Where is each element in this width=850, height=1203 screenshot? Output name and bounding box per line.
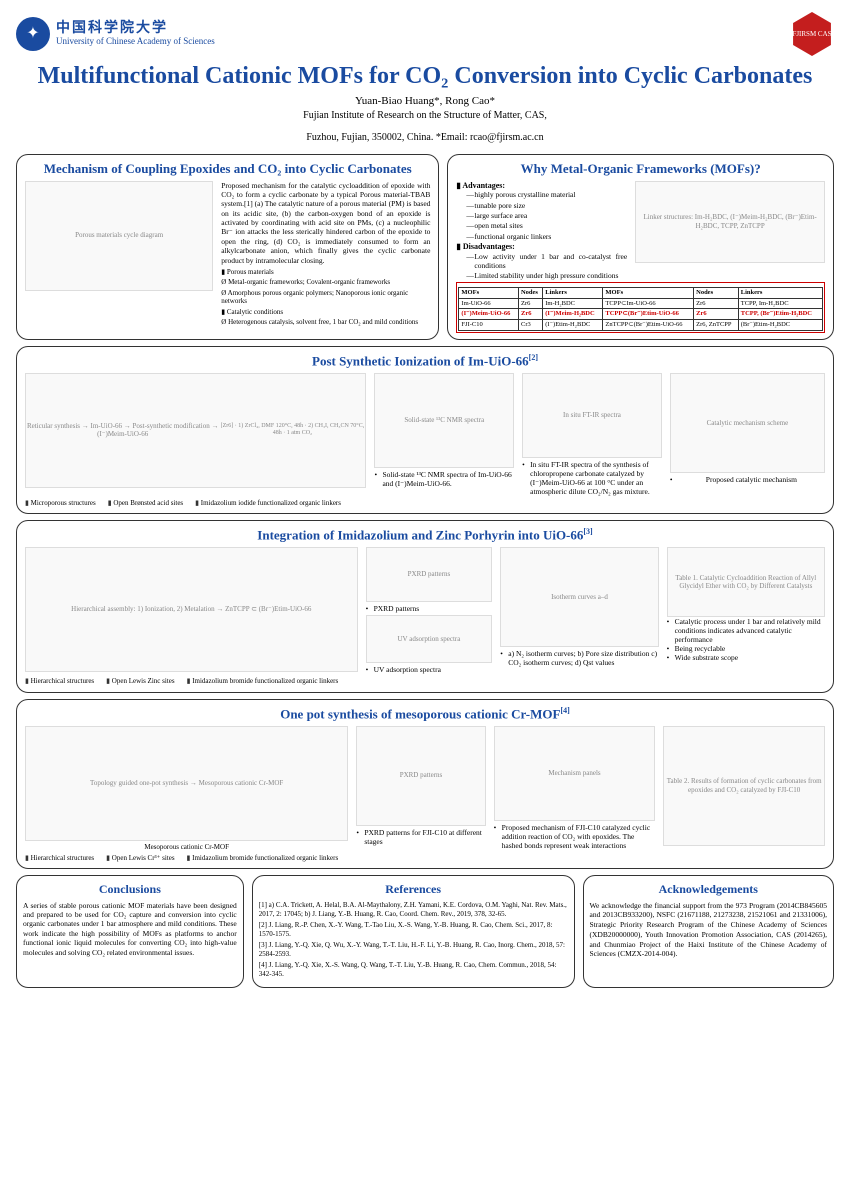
- authors: Yuan-Biao Huang*, Rong Cao*: [16, 95, 834, 108]
- nmr-spectra-figure: Solid-state ¹³C NMR spectra: [374, 373, 514, 468]
- row-1: Mechanism of Coupling Epoxides and CO₂ i…: [16, 154, 834, 346]
- one-pot-footnotes: Hierarchical structures Open Lewis Cr³⁺ …: [25, 854, 825, 862]
- section-why-mofs: Why Metal-Organic Frameworks (MOFs)? ▮ A…: [447, 154, 834, 340]
- int-bullet: Catalytic process under 1 bar and relati…: [667, 617, 825, 644]
- fjirsm-logo-icon: FJIRSM CAS: [790, 12, 834, 56]
- catalysis-table-figure: Table 1. Catalytic Cycloaddition Reactio…: [667, 547, 825, 617]
- table-row: Im-UiO-66Zr6Im-H₂BDCTCPP⊂Im-UiO-66Zr6TCP…: [459, 298, 823, 309]
- section-post-synthetic: Post Synthetic Ionization of Im-UiO-66[2…: [16, 346, 834, 514]
- catalytic-mechanism-figure: Catalytic mechanism scheme: [670, 373, 825, 473]
- int-bullet: Being recyclable: [667, 644, 825, 653]
- uv-spectra-figure: UV adsorption spectra: [366, 615, 493, 663]
- fji-mechanism-caption: Proposed mechanism of FJI-C10 catalyzed …: [494, 823, 656, 850]
- section-integration-title: Integration of Imidazolium and Zinc Porh…: [25, 527, 825, 543]
- footnote: Imidazolium iodide functionalized organi…: [195, 499, 341, 507]
- footnote: Open Lewis Cr³⁺ sites: [106, 854, 174, 862]
- adv-item: tunable pore size: [466, 201, 627, 210]
- affiliation-line2: Fuzhou, Fujian, 350002, China. *Email: r…: [16, 132, 834, 144]
- ref-item: [3] J. Liang, Y.-Q. Xie, Q. Wu, X.-Y. Wa…: [259, 941, 568, 959]
- acknowledgements-title: Acknowledgements: [590, 882, 828, 896]
- fji-mechanism-figure: Mechanism panels: [494, 726, 656, 821]
- section-one-pot: One pot synthesis of mesoporous cationic…: [16, 699, 834, 870]
- footnote: Imidazolium bromide functionalized organ…: [187, 677, 339, 685]
- fji-pxrd-caption: PXRD patterns for FJI-C10 at different s…: [356, 828, 485, 846]
- integration-scheme-figure: Hierarchical assembly: 1) Ionization, 2)…: [25, 547, 358, 672]
- mechanism-note-0: ▮ Porous materials: [221, 268, 430, 276]
- conclusions-text: A series of stable porous cationic MOF m…: [23, 901, 237, 957]
- section-integration: Integration of Imidazolium and Zinc Porh…: [16, 520, 834, 692]
- mof-table-header: MOFs Nodes Linkers MOFs Nodes Linkers: [459, 287, 823, 298]
- ref-item: [2] J. Liang, R.-P. Chen, X.-Y. Wang, T.…: [259, 921, 568, 939]
- footnote: Microporous structures: [25, 499, 96, 507]
- disadvantages-list: Low activity under 1 bar and co-catalyst…: [456, 252, 627, 281]
- fji-results-table-figure: Table 2. Results of formation of cyclic …: [663, 726, 825, 846]
- mechanism-note-2: Ø Amorphous porous organic polymers; Nan…: [221, 289, 430, 306]
- logo-left: ✦ 中国科学院大学 University of Chinese Academy …: [16, 17, 215, 51]
- section-acknowledgements: Acknowledgements We acknowledge the fina…: [583, 875, 835, 988]
- linker-structures-figure: Linker structures: Im-H₂BDC, (I⁻)Meim-H₂…: [635, 181, 825, 263]
- uv-caption: UV adsorption spectra: [366, 665, 493, 674]
- ucas-logo-icon: ✦: [16, 17, 50, 51]
- mechanism-cycle-figure: Porous materials cycle diagram: [25, 181, 213, 291]
- adv-item: functional organic linkers: [466, 232, 627, 241]
- isotherm-caption: a) N₂ isotherm curves; b) Pore size dist…: [500, 649, 658, 667]
- pxrd-caption: PXRD patterns: [366, 604, 493, 613]
- section-conclusions: Conclusions A series of stable porous ca…: [16, 875, 244, 988]
- section-why-title: Why Metal-Organic Frameworks (MOFs)?: [456, 161, 825, 177]
- section-references: References [1] a) C.A. Trickett, A. Hela…: [252, 875, 575, 988]
- dis-item: Low activity under 1 bar and co-catalyst…: [466, 252, 627, 271]
- acknowledgements-text: We acknowledge the financial support fro…: [590, 901, 828, 960]
- adv-item: highly porous crystalline material: [466, 190, 627, 199]
- footnote: Hierarchical structures: [25, 854, 94, 862]
- ftir-spectra-figure: In situ FT-IR spectra: [522, 373, 662, 458]
- conclusions-title: Conclusions: [23, 882, 237, 896]
- mechanism-note-4: Ø Heterogenous catalysis, solvent free, …: [221, 318, 430, 326]
- footnote: Imidazolium bromide functionalized organ…: [187, 854, 339, 862]
- ref-item: [4] J. Liang, Y.-Q. Xie, X.-S. Wang, Q. …: [259, 961, 568, 979]
- references-list: [1] a) C.A. Trickett, A. Helal, B.A. Al-…: [259, 901, 568, 980]
- dis-item: Limited stability under high pressure co…: [466, 271, 627, 280]
- section-mechanism: Mechanism of Coupling Epoxides and CO₂ i…: [16, 154, 439, 340]
- table-row: FJI-C10Cr3(I⁻)Etim-H₂BDCZnTCPP⊂(Br⁻)Etim…: [459, 320, 823, 331]
- nmr-caption: Solid-state ¹³C NMR spectra of Im-UiO-66…: [374, 470, 514, 488]
- references-title: References: [259, 882, 568, 896]
- int-footnotes: Hierarchical structures Open Lewis Zinc …: [25, 677, 825, 685]
- pxrd-figure: PXRD patterns: [366, 547, 493, 602]
- ucas-name: 中国科学院大学 University of Chinese Academy of…: [56, 21, 215, 46]
- advantages-list: highly porous crystalline material tunab…: [456, 190, 627, 241]
- post-footnotes: Microporous structures Open Brønsted aci…: [25, 499, 825, 507]
- mechanism-note-1: Ø Metal-organic frameworks; Covalent-org…: [221, 278, 430, 286]
- mechanism-caption: Proposed catalytic mechanism: [670, 475, 825, 484]
- header-row: ✦ 中国科学院大学 University of Chinese Academy …: [16, 12, 834, 56]
- one-pot-caption: Mesoporous cationic Cr-MOF: [25, 843, 348, 851]
- advantages-label: ▮ Advantages:: [456, 181, 627, 191]
- bottom-row: Conclusions A series of stable porous ca…: [16, 875, 834, 994]
- int-bullet: Wide substrate scope: [667, 653, 825, 662]
- fji-pxrd-figure: PXRD patterns: [356, 726, 485, 826]
- mechanism-text: Proposed mechanism for the catalytic cyc…: [221, 181, 430, 265]
- adv-item: large surface area: [466, 211, 627, 220]
- ref-item: [1] a) C.A. Trickett, A. Helal, B.A. Al-…: [259, 901, 568, 919]
- section-post-title: Post Synthetic Ionization of Im-UiO-66[2…: [25, 353, 825, 369]
- isotherm-curves-figure: Isotherm curves a–d: [500, 547, 658, 647]
- fjirsm-logo-text: FJIRSM CAS: [792, 30, 831, 38]
- table-row: (I⁻)Meim-UiO-66Zr6(I⁻)Meim-H₂BDCTCPP⊂(Br…: [459, 309, 823, 320]
- ucas-name-cn: 中国科学院大学: [56, 21, 215, 36]
- affiliation-line1: Fujian Institute of Research on the Stru…: [16, 110, 834, 122]
- section-one-pot-title: One pot synthesis of mesoporous cationic…: [25, 706, 825, 722]
- ftir-caption: In situ FT-IR spectra of the synthesis o…: [522, 460, 662, 496]
- adv-item: open metal sites: [466, 221, 627, 230]
- mechanism-note-3: ▮ Catalytic conditions: [221, 308, 430, 316]
- disadvantages-label: ▮ Disadvantages:: [456, 242, 627, 252]
- footnote: Open Brønsted acid sites: [108, 499, 183, 507]
- footnote: Hierarchical structures: [25, 677, 94, 685]
- section-mechanism-title: Mechanism of Coupling Epoxides and CO₂ i…: [25, 161, 430, 177]
- poster-title: Multifunctional Cationic MOFs for CO₂ Co…: [16, 62, 834, 91]
- one-pot-scheme-figure: Topology guided one-pot synthesis → Meso…: [25, 726, 348, 841]
- ucas-name-en: University of Chinese Academy of Science…: [56, 37, 215, 47]
- mof-table-wrap: MOFs Nodes Linkers MOFs Nodes Linkers Im…: [456, 282, 825, 333]
- post-synthesis-scheme-figure: Reticular synthesis → Im-UiO-66 → Post-s…: [25, 373, 366, 488]
- footnote: Open Lewis Zinc sites: [106, 677, 174, 685]
- mof-table: MOFs Nodes Linkers MOFs Nodes Linkers Im…: [458, 287, 823, 331]
